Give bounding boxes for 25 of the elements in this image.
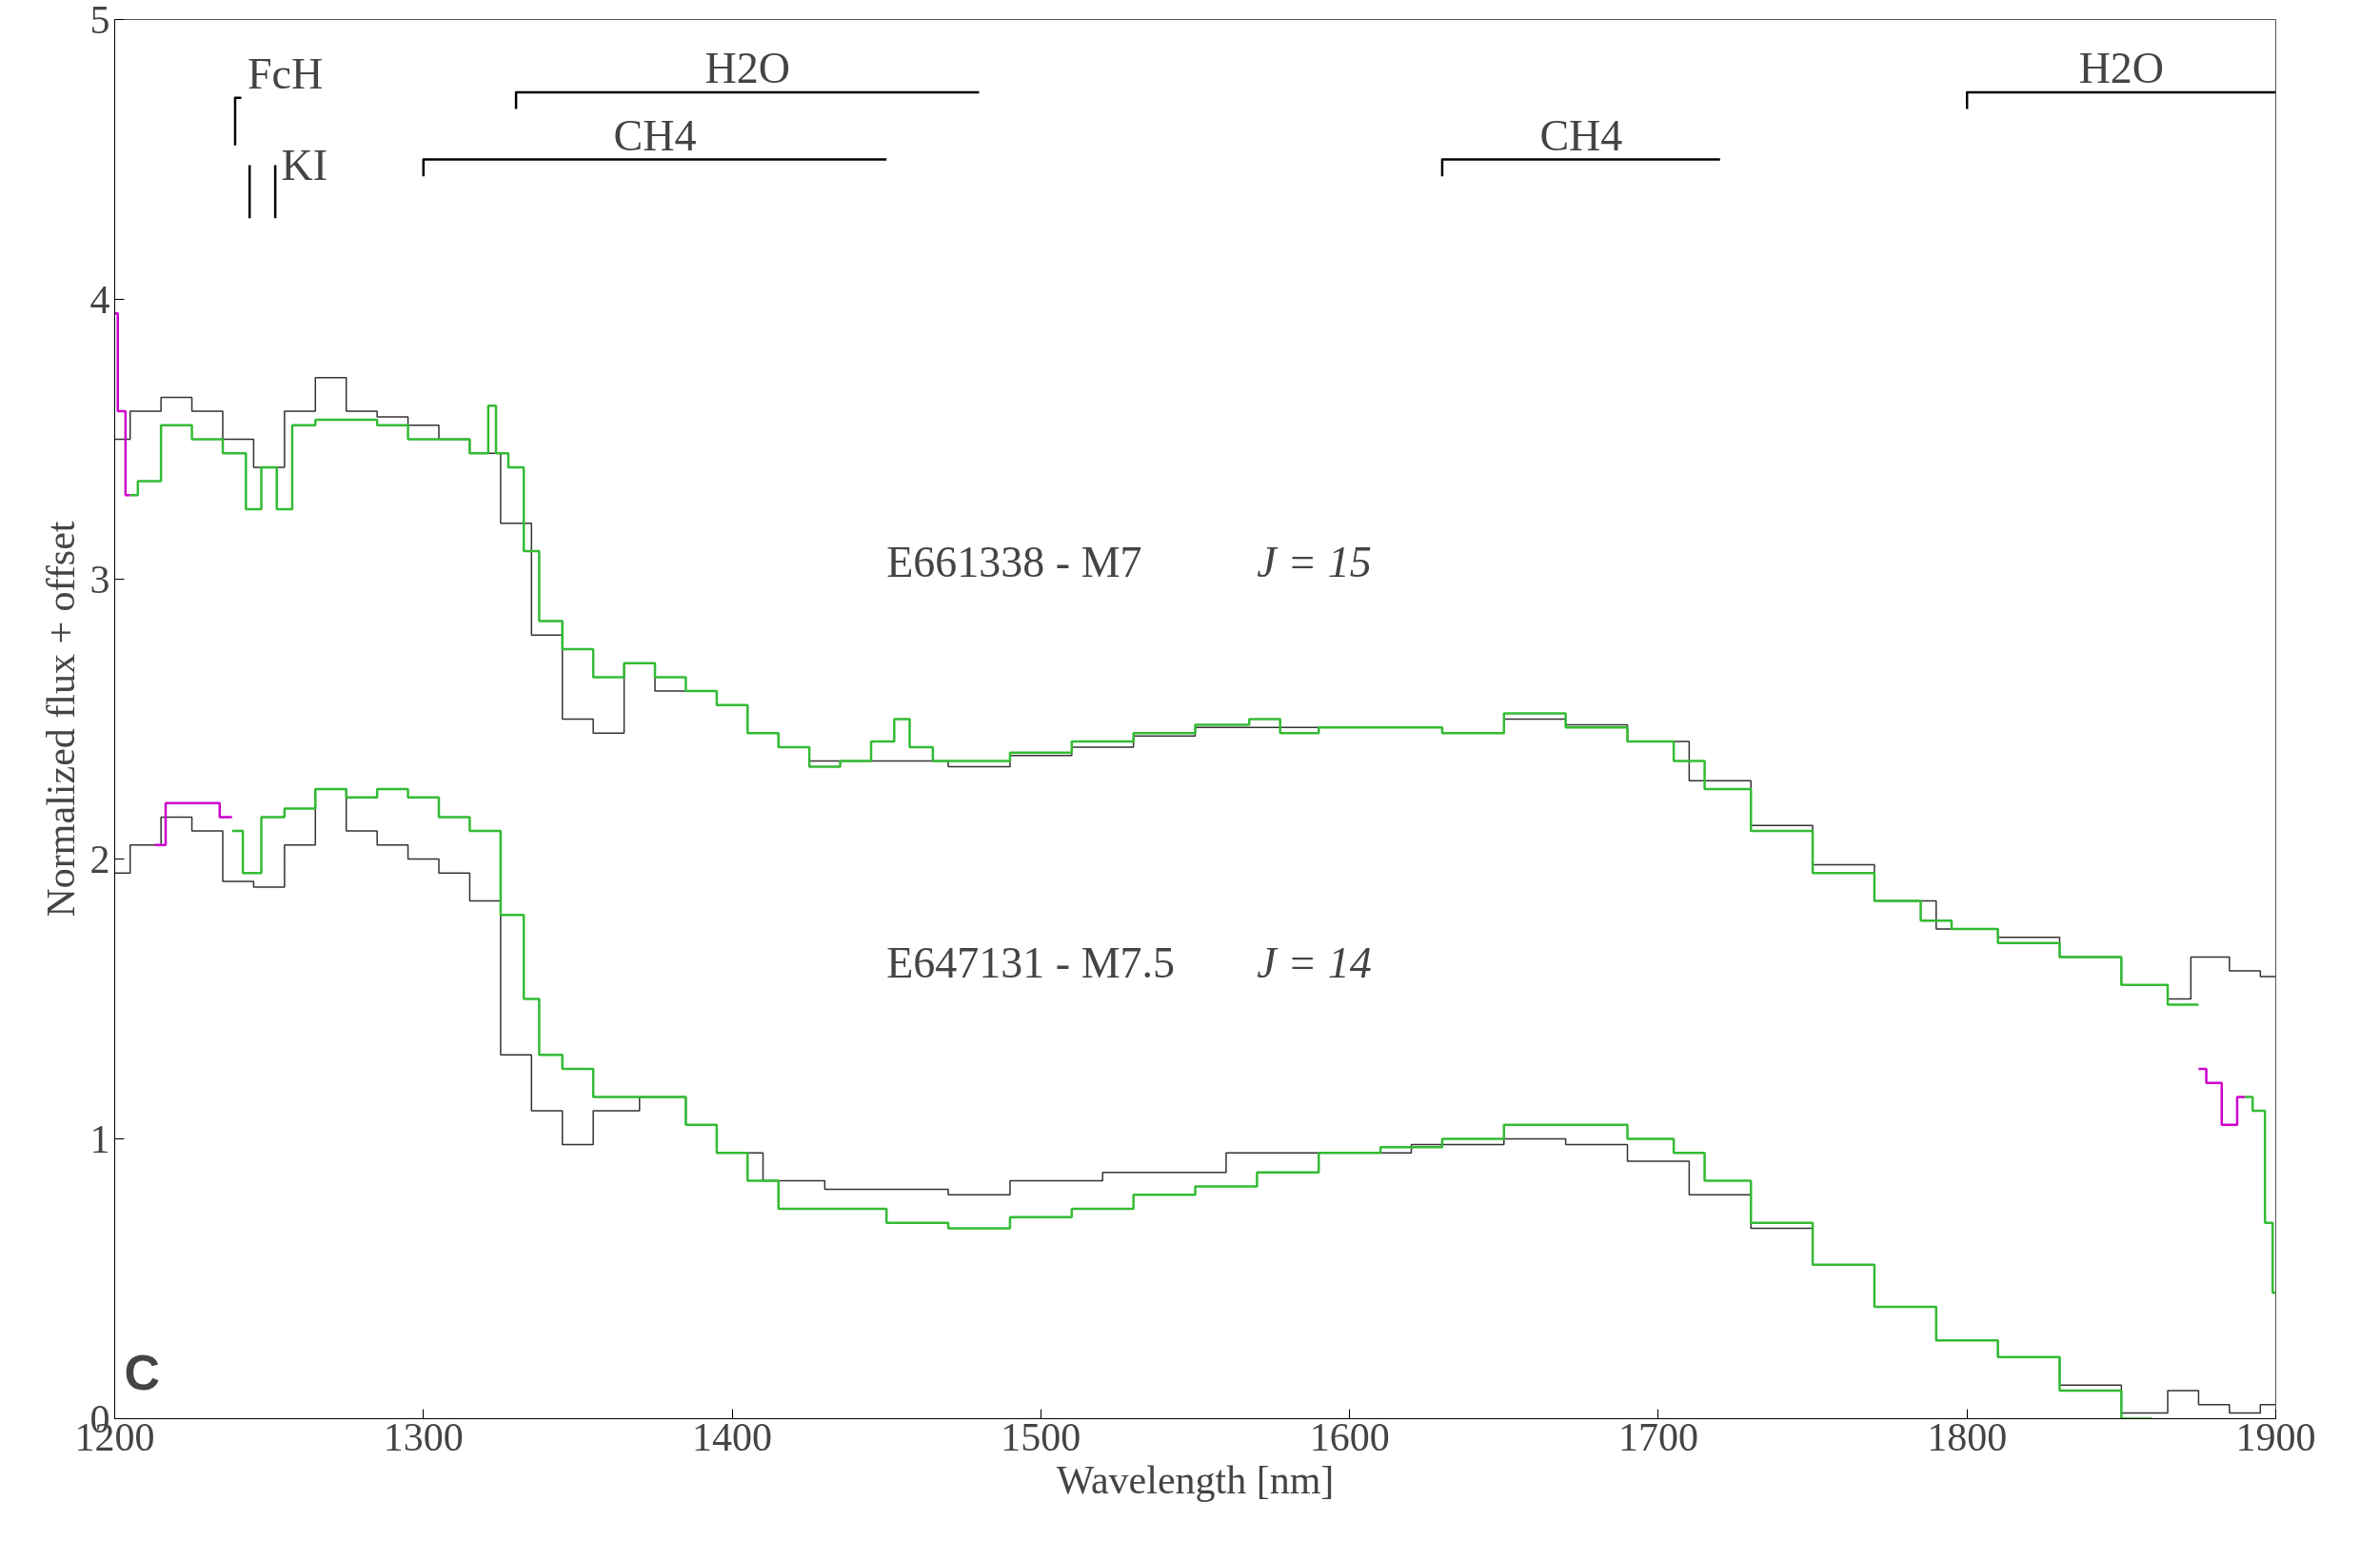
y-tick-label: 1 xyxy=(89,1116,110,1161)
y-tick-label: 4 xyxy=(89,277,110,322)
annotation: J = 15 xyxy=(1257,538,1372,587)
annotation: E661338 - M7 xyxy=(886,538,1142,587)
y-tick-label: 5 xyxy=(89,0,110,42)
series-label: H2O xyxy=(704,43,791,92)
annotation: E647131 - M7.5 xyxy=(886,938,1176,987)
x-tick-label: 1900 xyxy=(2235,1414,2316,1459)
series-label: CH4 xyxy=(613,110,697,160)
series-label: H2O xyxy=(2078,43,2165,92)
x-tick-label: 1400 xyxy=(692,1414,773,1459)
series-label: KI xyxy=(281,140,328,189)
annotation: C xyxy=(124,1344,161,1400)
series-label: CH4 xyxy=(1539,110,1623,160)
x-tick-label: 1300 xyxy=(383,1414,464,1459)
y-tick-label: 3 xyxy=(89,557,110,602)
x-tick-label: 1600 xyxy=(1309,1414,1390,1459)
x-tick-label: 1700 xyxy=(1617,1414,1698,1459)
x-tick-label: 1500 xyxy=(1001,1414,1081,1459)
x-axis-title: Wavelength [nm] xyxy=(1056,1457,1335,1502)
series-label: FcH xyxy=(247,49,324,98)
annotation: J = 14 xyxy=(1257,938,1372,987)
y-tick-label: 2 xyxy=(89,837,110,881)
x-tick-label: 1800 xyxy=(1927,1414,2008,1459)
y-axis-title: Normalized flux + offset xyxy=(38,521,83,918)
